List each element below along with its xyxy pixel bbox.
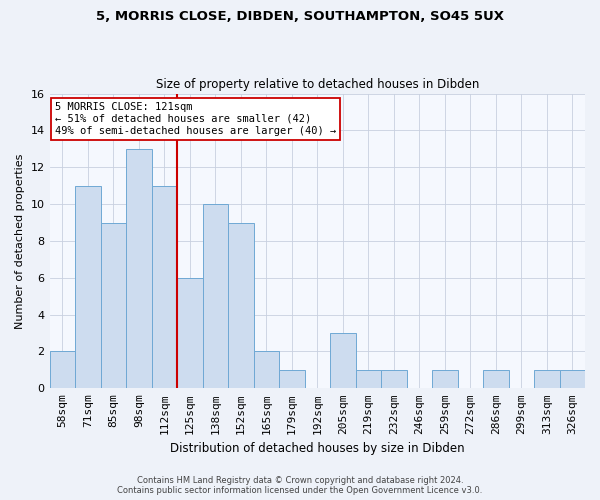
Bar bbox=[432, 370, 458, 388]
Bar bbox=[356, 370, 381, 388]
Bar bbox=[203, 204, 228, 388]
Y-axis label: Number of detached properties: Number of detached properties bbox=[15, 153, 25, 328]
Bar bbox=[279, 370, 305, 388]
Bar bbox=[50, 352, 75, 389]
Text: 5, MORRIS CLOSE, DIBDEN, SOUTHAMPTON, SO45 5UX: 5, MORRIS CLOSE, DIBDEN, SOUTHAMPTON, SO… bbox=[96, 10, 504, 23]
Bar bbox=[330, 333, 356, 388]
Text: 5 MORRIS CLOSE: 121sqm
← 51% of detached houses are smaller (42)
49% of semi-det: 5 MORRIS CLOSE: 121sqm ← 51% of detached… bbox=[55, 102, 336, 136]
Text: Contains HM Land Registry data © Crown copyright and database right 2024.
Contai: Contains HM Land Registry data © Crown c… bbox=[118, 476, 482, 495]
Bar bbox=[75, 186, 101, 388]
Bar bbox=[101, 222, 126, 388]
Bar bbox=[560, 370, 585, 388]
Bar bbox=[152, 186, 177, 388]
Bar bbox=[483, 370, 509, 388]
Bar bbox=[381, 370, 407, 388]
Bar bbox=[126, 149, 152, 388]
Bar bbox=[228, 222, 254, 388]
Bar bbox=[254, 352, 279, 389]
Bar bbox=[534, 370, 560, 388]
Bar bbox=[177, 278, 203, 388]
Title: Size of property relative to detached houses in Dibden: Size of property relative to detached ho… bbox=[155, 78, 479, 91]
X-axis label: Distribution of detached houses by size in Dibden: Distribution of detached houses by size … bbox=[170, 442, 464, 455]
